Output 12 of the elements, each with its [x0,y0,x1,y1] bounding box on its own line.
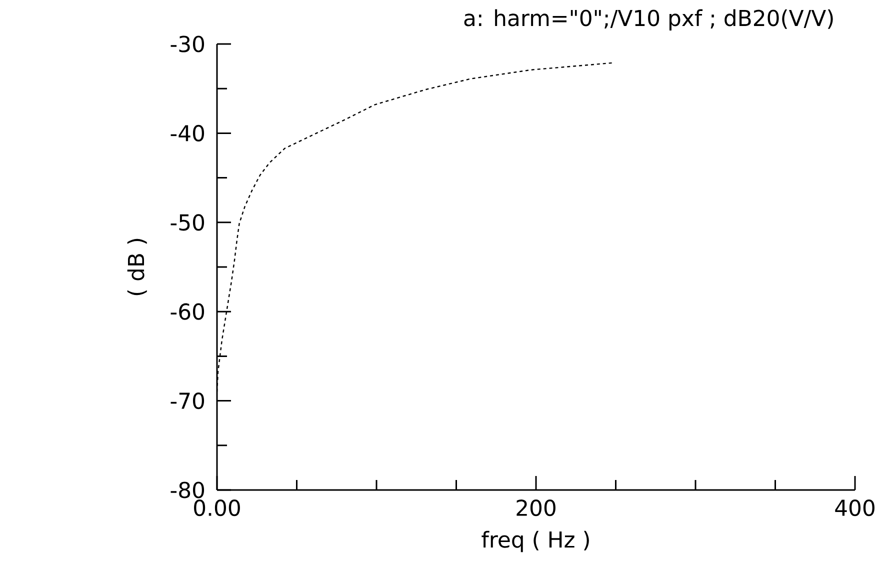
x-tick-label: 200 [516,500,556,516]
y-axis-title: ( dB ) [127,238,147,296]
y-tick-label: -70 [170,392,204,410]
y-tick-label: -80 [170,482,204,498]
x-tick-label: 0.00 [194,500,240,516]
y-tick-label: -40 [170,124,204,142]
y-tick-label: -60 [170,303,204,320]
x-axis-title: freq ( Hz ) [482,530,589,552]
x-tick-label: 400 [835,500,874,516]
y-tick-label: -30 [170,36,204,52]
y-tick-label: -50 [170,214,204,231]
chart-title: a: harm="0";/V10 pxf ; dB20(V/V) [464,9,833,31]
